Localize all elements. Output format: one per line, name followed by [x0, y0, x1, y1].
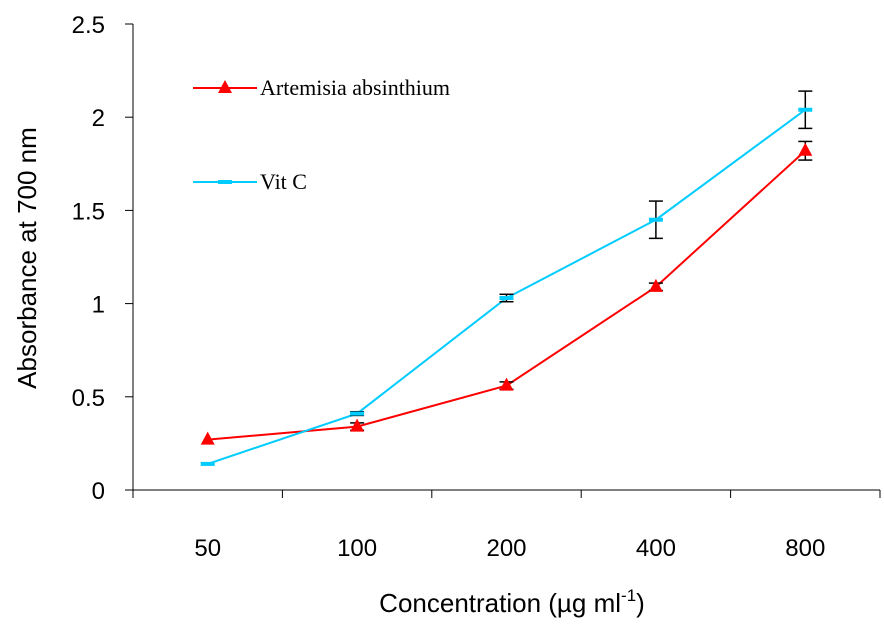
y-tick-label: 2 [92, 105, 105, 132]
series-1 [200, 90, 813, 466]
x-tick-label: 800 [785, 535, 825, 562]
x-tick-label: 200 [486, 535, 526, 562]
legend-marker [218, 180, 232, 184]
x-axis-title-main: Concentration (µg ml [379, 588, 621, 618]
y-tick-label: 0.5 [72, 385, 105, 412]
x-axis-title-suffix: ) [636, 588, 645, 618]
legend-label: Artemisia absinthium [260, 75, 450, 100]
legend-label: Vit C [260, 169, 307, 194]
data-point [798, 107, 813, 112]
data-point [499, 377, 514, 391]
x-tick-label: 100 [337, 535, 377, 562]
legend-item: Vit C [193, 169, 307, 194]
data-point [648, 278, 663, 292]
y-axis-title: Absorbance at 700 nm [12, 127, 42, 389]
x-axis-title: Concentration (µg ml-1) [379, 586, 645, 618]
series-layer [200, 90, 813, 466]
legend-marker [218, 80, 232, 93]
x-tick-label: 50 [194, 535, 221, 562]
x-axis-title-superscript: -1 [621, 586, 636, 605]
y-tick-label: 2.5 [72, 12, 105, 39]
data-point [350, 411, 365, 416]
x-axis: 50 100 200 400 800 [132, 489, 881, 562]
series-line [207, 108, 806, 465]
x-tick-label: 400 [636, 535, 676, 562]
data-point [798, 142, 813, 156]
y-axis: 0 0.5 1 1.5 2 2.5 [72, 12, 134, 505]
y-tick-label: 1.5 [72, 198, 105, 225]
data-point [200, 461, 215, 466]
data-point [648, 217, 663, 222]
legend-item: Artemisia absinthium [193, 75, 450, 100]
data-point [499, 296, 514, 301]
data-point [200, 431, 215, 445]
legend: Artemisia absinthium Vit C [193, 75, 450, 194]
y-tick-label: 1 [92, 292, 105, 319]
data-point [350, 418, 365, 432]
y-tick-label: 0 [92, 478, 105, 505]
